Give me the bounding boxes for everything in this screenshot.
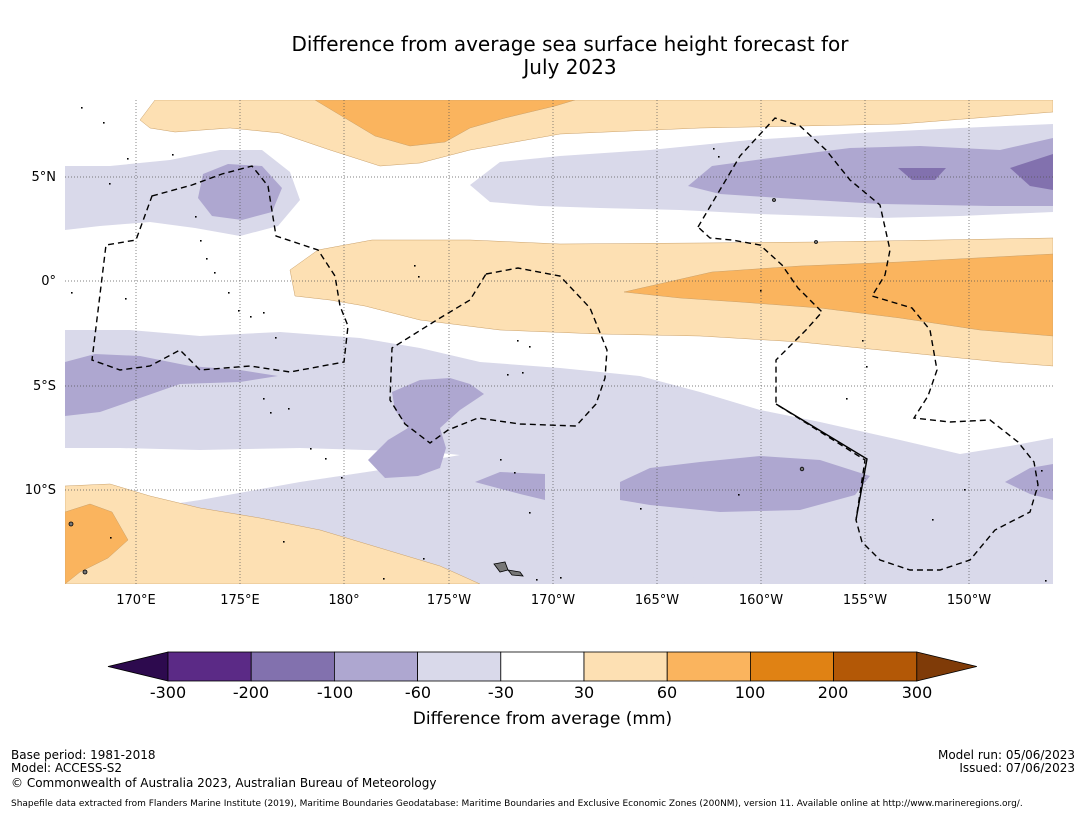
- model-run: Model run: 05/06/2023: [937, 748, 1075, 762]
- eez-line-islands: [697, 117, 1039, 571]
- lon-label-170w: 170°W: [530, 593, 576, 608]
- colorbar-segment: [417, 651, 502, 682]
- colorbar-tick-label: -200: [232, 683, 270, 702]
- lon-label-155w: 155°W: [842, 593, 888, 608]
- colorbar-segment: [750, 651, 835, 682]
- eez-solid-boundary: [775, 403, 868, 521]
- negative-strong-north-east-2: [898, 168, 946, 180]
- positive-core-south: [65, 503, 129, 584]
- eez-boundaries: [91, 117, 1039, 571]
- footer-right: Model run: 05/06/2023 Issued: 07/06/2023: [938, 749, 1075, 775]
- negative-core-south-east: [620, 456, 870, 512]
- colorbar-segment: [666, 651, 751, 682]
- colorbar-segment: [583, 651, 668, 682]
- lon-label-170e: 170°E: [116, 593, 156, 608]
- island-samoa-2: [507, 569, 524, 577]
- lon-label-175w: 175°W: [426, 593, 472, 608]
- lon-label-150w: 150°W: [946, 593, 992, 608]
- positive-core-equator: [623, 253, 1053, 337]
- figure-title-line2: July 2023: [523, 55, 617, 79]
- colorbar-tick-label: -300: [149, 683, 187, 702]
- negative-patch-bottom: [682, 572, 740, 584]
- negative-core-north-east: [688, 138, 1053, 206]
- lon-label-160w: 160°W: [738, 593, 784, 608]
- colorbar: [107, 651, 977, 682]
- lat-label-equator: 0°: [41, 274, 56, 289]
- footer-left: Base period: 1981-2018 Model: ACCESS-S2: [11, 749, 156, 775]
- eez-kiribati-gilbert: [91, 165, 349, 373]
- colorbar-extend-high: [916, 651, 977, 682]
- colorbar-segment: [250, 651, 335, 682]
- eez-phoenix: [389, 267, 608, 444]
- atolls: [71, 107, 1047, 582]
- base-period: Base period: 1981-2018: [11, 748, 156, 762]
- negative-core-southeast-edge: [1005, 464, 1053, 500]
- colorbar-tick-label: 100: [734, 683, 766, 702]
- colorbar-tick-label: 60: [656, 683, 678, 702]
- lat-label-5n: 5°N: [31, 170, 57, 185]
- lon-label-165w: 165°W: [634, 593, 680, 608]
- negative-core-north-west: [198, 164, 282, 220]
- colorbar-extend-low: [107, 651, 169, 682]
- figure-title-line1: Difference from average sea surface heig…: [291, 32, 849, 56]
- colorbar-tick-label: 300: [901, 683, 933, 702]
- positive-core-north: [314, 100, 576, 147]
- colorbar-tick-label: 30: [573, 683, 595, 702]
- colorbar-segment: [833, 651, 918, 682]
- colorbar-tick-label: 200: [817, 683, 849, 702]
- anomaly-field: [65, 100, 1053, 584]
- negative-band-south: [65, 330, 1053, 584]
- copyright: © Commonwealth of Australia 2023, Austra…: [11, 776, 437, 790]
- colorbar-segment: [167, 651, 252, 682]
- shapefile-credit: Shapefile data extracted from Flanders M…: [11, 799, 1023, 809]
- colorbar-segment: [500, 651, 585, 682]
- negative-strong-north-east: [1010, 154, 1053, 190]
- negative-core-south-central: [368, 378, 484, 478]
- colorbar-tick-label: -60: [404, 683, 432, 702]
- issued-date: Issued: 07/06/2023: [959, 761, 1075, 775]
- positive-band-south: [65, 483, 481, 584]
- colorbar-segment: [333, 651, 418, 682]
- model-name: Model: ACCESS-S2: [11, 761, 123, 775]
- lon-label-180: 180°: [328, 593, 360, 608]
- lat-label-5s: 5°S: [32, 379, 56, 394]
- negative-core-south-center-small: [475, 472, 545, 500]
- lon-label-175e: 175°E: [220, 593, 260, 608]
- colorbar-tick-label: -30: [487, 683, 515, 702]
- colorbar-title: Difference from average (mm): [412, 709, 673, 729]
- colorbar-tick-label: -100: [316, 683, 354, 702]
- islands: [68, 198, 818, 577]
- lat-label-10s: 10°S: [24, 483, 56, 498]
